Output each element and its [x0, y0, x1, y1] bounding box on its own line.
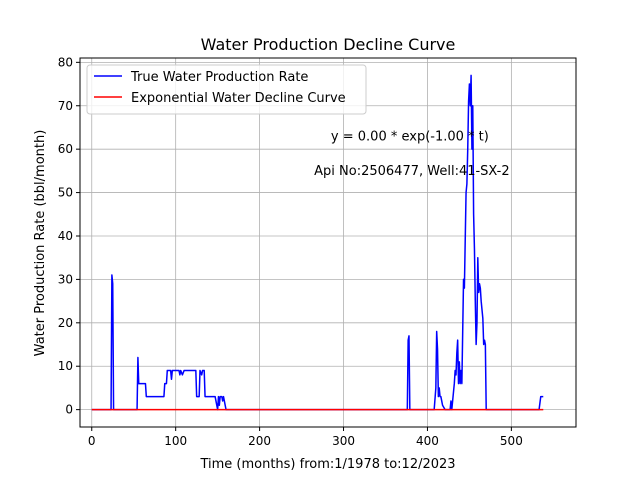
y-tick-label: 60 [58, 142, 73, 156]
x-tick-label: 300 [332, 434, 355, 448]
y-tick-label: 40 [58, 229, 73, 243]
y-tick-label: 30 [58, 272, 73, 286]
y-axis-label: Water Production Rate (bbl/month) [33, 130, 48, 357]
well-info-annotation: Api No:2506477, Well:41-SX-2 [314, 164, 510, 179]
x-tick-label: 0 [88, 434, 96, 448]
x-tick-label: 400 [416, 434, 439, 448]
y-tick-label: 10 [58, 359, 73, 373]
series-layer [91, 74, 544, 411]
axis-ticks: 0 100 200 300 400 500 0 10 20 30 40 50 60 70 80 [58, 55, 523, 448]
y-tick-label: 0 [65, 403, 73, 417]
x-tick-label: 200 [248, 434, 271, 448]
legend: True Water Production Rate Exponential W… [86, 64, 367, 115]
y-tick-label: 70 [58, 99, 73, 113]
x-tick-label: 500 [500, 434, 523, 448]
chart-title: Water Production Decline Curve [201, 35, 456, 54]
legend-label-true-rate: True Water Production Rate [130, 70, 308, 85]
equation-annotation: y = 0.00 * exp(-1.00 * t) [331, 129, 489, 144]
x-tick-label: 100 [164, 434, 187, 448]
y-tick-label: 80 [58, 55, 73, 69]
series-line-true-water-rate [91, 74, 544, 411]
y-tick-label: 20 [58, 316, 73, 330]
y-tick-label: 50 [58, 186, 73, 200]
legend-box [86, 64, 367, 115]
plot-frame [79, 57, 577, 428]
x-axis-label: Time (months) from:1/1978 to:12/2023 [199, 457, 455, 472]
legend-label-exponential-curve: Exponential Water Decline Curve [131, 91, 346, 106]
